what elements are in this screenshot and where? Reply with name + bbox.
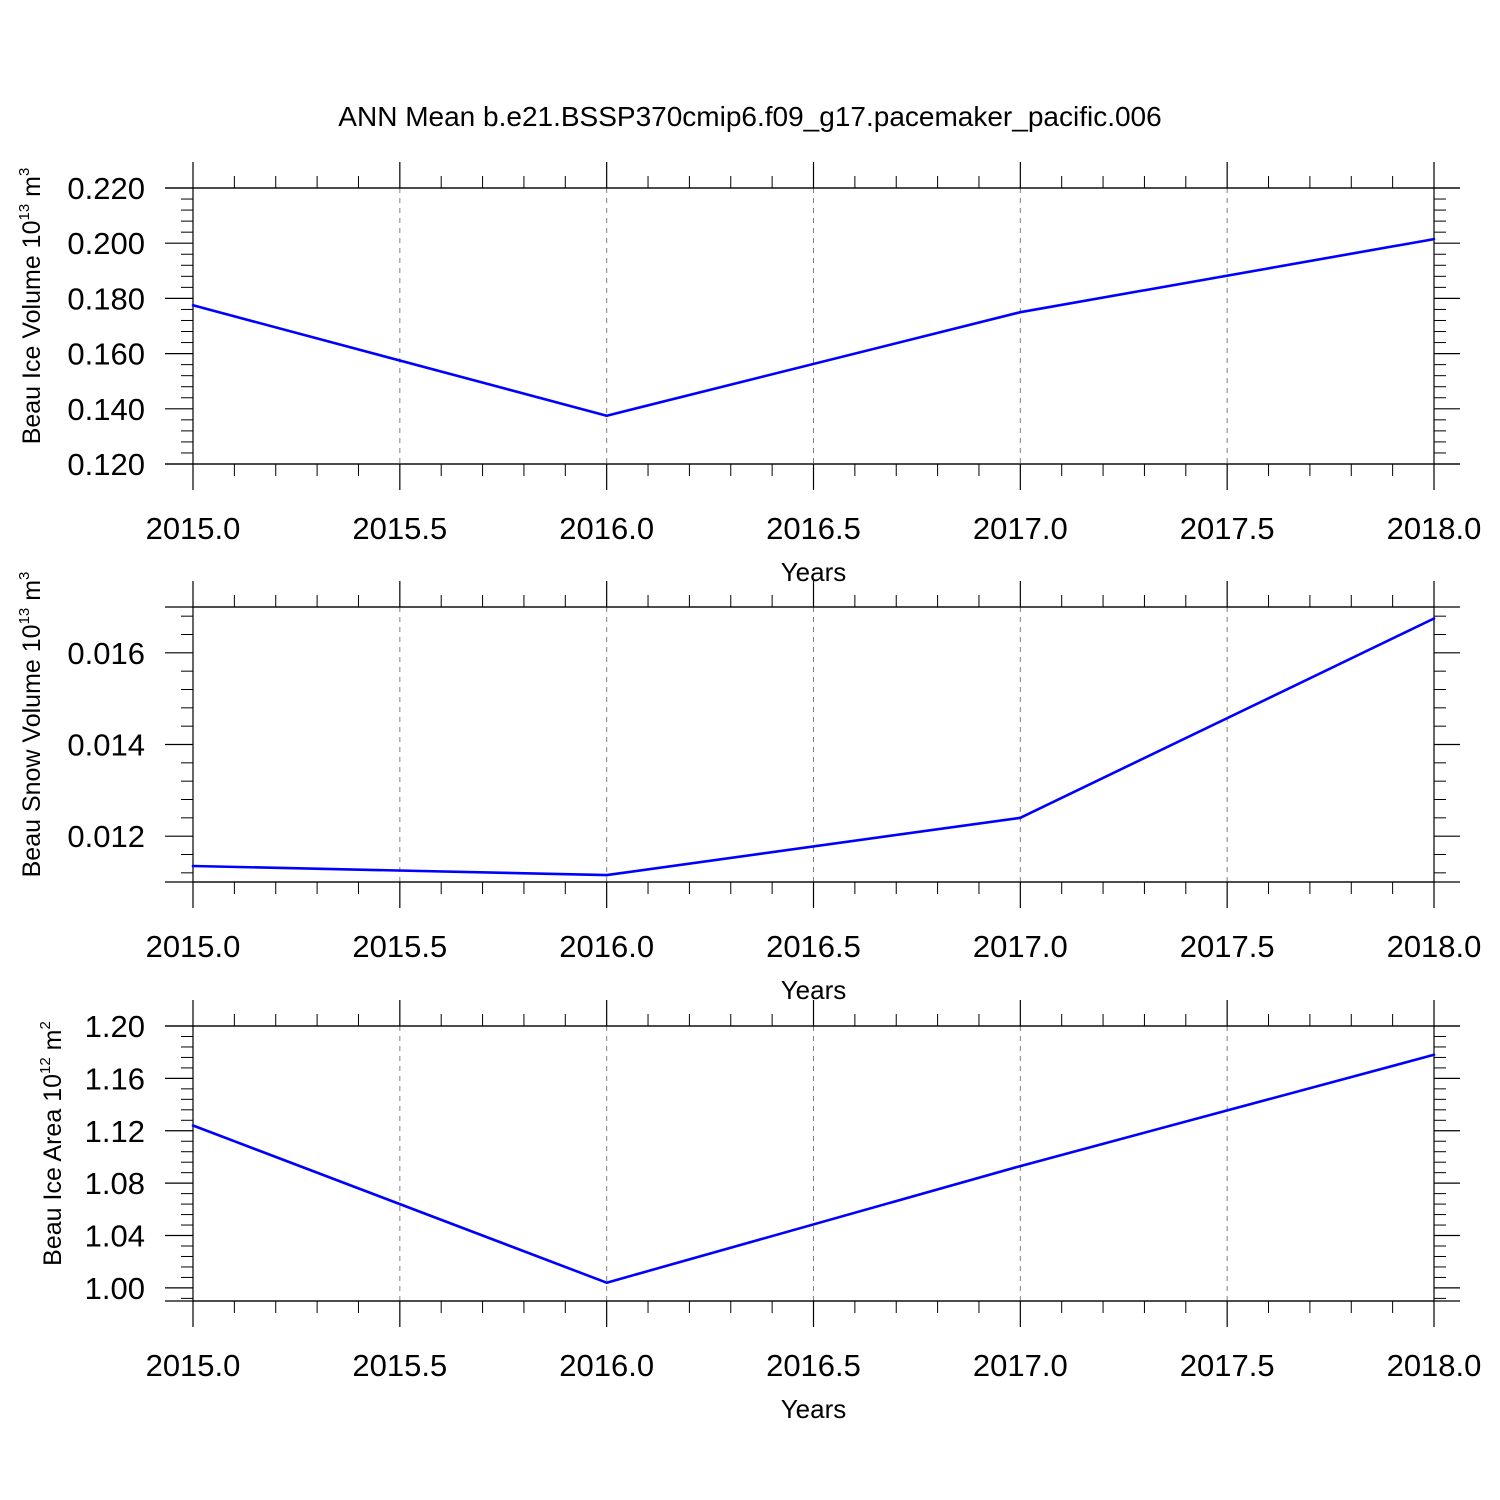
- x-tick-label: 2015.0: [146, 1348, 241, 1383]
- series-line: [192, 1053, 1435, 1284]
- x-tick-label: 2015.5: [352, 929, 447, 964]
- data-point: [605, 414, 608, 418]
- data-point: [1019, 310, 1022, 314]
- x-tick-label: 2018.0: [1387, 1348, 1482, 1383]
- y-tick-label: 1.00: [85, 1271, 145, 1306]
- data-point: [1432, 1053, 1436, 1057]
- y-tick-label: 1.12: [85, 1114, 145, 1149]
- series-line: [192, 617, 1435, 877]
- y-axis-label: Beau Snow Volume 1013 m3: [16, 572, 46, 878]
- x-axis-label: Years: [781, 1394, 847, 1424]
- y-tick-label: 0.200: [67, 226, 145, 261]
- data-point: [1019, 816, 1022, 820]
- x-tick-label: 2017.5: [1180, 929, 1275, 964]
- y-tick-label: 0.120: [67, 447, 145, 482]
- series-line: [192, 237, 1435, 417]
- x-tick-label: 2016.5: [766, 929, 861, 964]
- x-tick-label: 2017.0: [973, 1348, 1068, 1383]
- y-tick-label: 0.012: [67, 819, 145, 854]
- x-tick-label: 2016.0: [559, 511, 654, 546]
- data-point: [1019, 1164, 1022, 1168]
- y-tick-label: 0.014: [67, 728, 145, 763]
- x-tick-label: 2015.5: [352, 1348, 447, 1383]
- panel-ice-area: 2015.0 2015.5 2016.0 2016.5 2017.0 2017.5 2018…: [37, 1000, 1481, 1424]
- x-tick-label: 2016.5: [766, 511, 861, 546]
- x-tick-label: 2015.0: [146, 511, 241, 546]
- y-axis-label: Beau Ice Area 1012 m2: [37, 1021, 67, 1266]
- y-tick-label: 0.220: [67, 171, 145, 206]
- x-tick-label: 2017.5: [1180, 511, 1275, 546]
- data-point: [605, 1281, 608, 1284]
- y-tick-label: 0.180: [67, 281, 145, 316]
- x-tick-label: 2016.0: [559, 1348, 654, 1383]
- data-point: [191, 864, 195, 868]
- y-tick-label: 1.04: [85, 1219, 145, 1254]
- data-point: [191, 1124, 195, 1127]
- x-tick-label: 2016.0: [559, 929, 654, 964]
- y-tick-label: 0.140: [67, 392, 145, 427]
- data-point: [1432, 237, 1436, 241]
- x-tick-label: 2018.0: [1387, 511, 1482, 546]
- data-point: [1432, 617, 1436, 620]
- y-tick-label: 1.20: [85, 1009, 145, 1044]
- x-tick-label: 2017.0: [973, 511, 1068, 546]
- x-tick-label: 2015.0: [146, 929, 241, 964]
- y-axis-label: Beau Ice Volume 1013 m3: [16, 168, 46, 445]
- x-tick-label: 2018.0: [1387, 929, 1482, 964]
- y-tick-label: 0.016: [67, 636, 145, 671]
- y-tick-label: 1.16: [85, 1061, 145, 1096]
- data-point: [605, 873, 608, 877]
- x-tick-label: 2016.5: [766, 1348, 861, 1383]
- y-tick-label: 1.08: [85, 1166, 145, 1201]
- y-tick-label: 0.160: [67, 337, 145, 372]
- panel-ice-volume: 2015.0 2015.5 2016.0 2016.5 2017.0 2017.5 2018…: [16, 162, 1481, 587]
- x-tick-label: 2017.0: [973, 929, 1068, 964]
- x-tick-label: 2017.5: [1180, 1348, 1275, 1383]
- figure-title: ANN Mean b.e21.BSSP370cmip6.f09_g17.pace…: [338, 101, 1161, 132]
- panel-snow-volume: 2015.0 2015.5 2016.0 2016.5 2017.0 2017.5 2018…: [16, 572, 1481, 1005]
- x-tick-label: 2015.5: [352, 511, 447, 546]
- data-point: [191, 304, 195, 307]
